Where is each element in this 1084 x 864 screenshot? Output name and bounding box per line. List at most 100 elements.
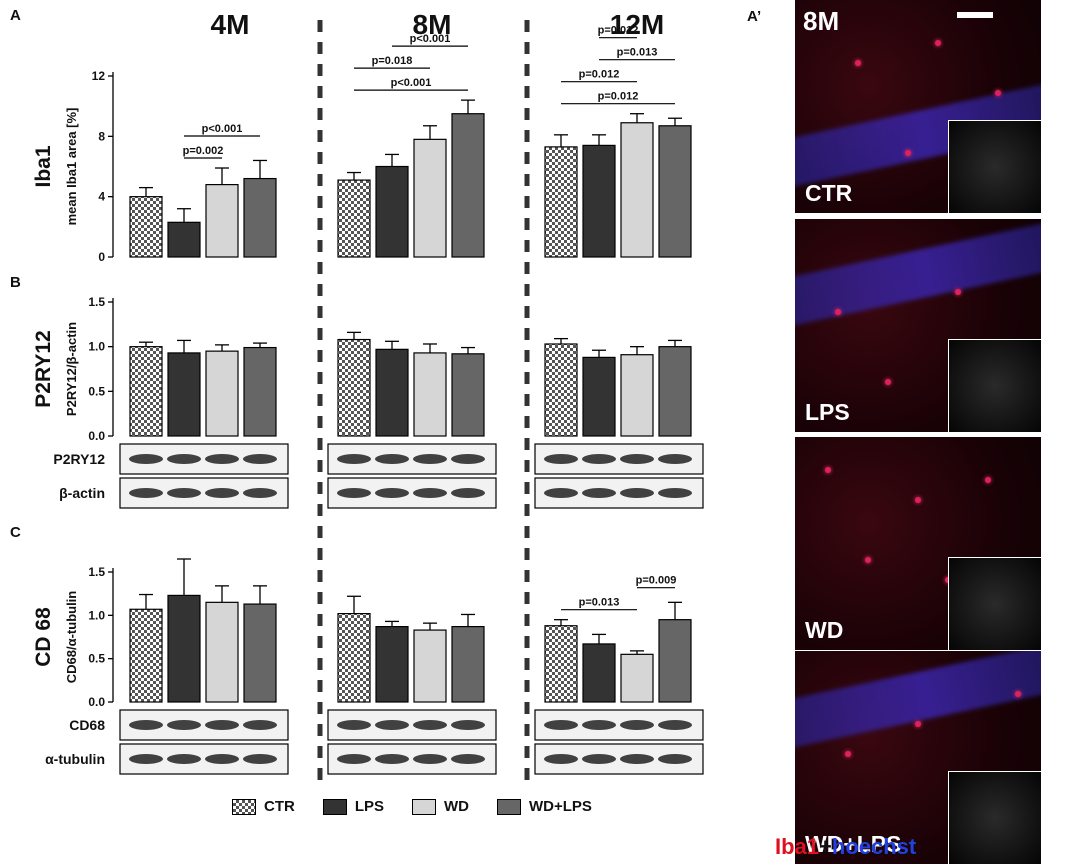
blot-band bbox=[337, 720, 371, 730]
blot-band bbox=[129, 754, 163, 764]
blot-band bbox=[337, 488, 371, 498]
blot-band bbox=[243, 754, 277, 764]
bar-c-wd-lps-8m bbox=[451, 625, 485, 703]
blot-band bbox=[620, 720, 654, 730]
y-tick-label-c: 0.0 bbox=[88, 695, 105, 709]
legend-item-lps: LPS bbox=[322, 798, 384, 815]
micrograph-ctr: 8M CTR bbox=[795, 0, 1041, 213]
significance-label: p=0.012 bbox=[598, 25, 639, 37]
blot-band bbox=[582, 720, 616, 730]
micrograph-wdlps: WD+LPS bbox=[795, 651, 1041, 864]
stain-caption: Iba1+hoechst bbox=[775, 834, 916, 860]
blot-band bbox=[620, 454, 654, 464]
timepoint-header-4m: 4M bbox=[211, 9, 250, 40]
y-axis-title-c: CD68/α-tubulin bbox=[64, 591, 79, 684]
micrograph-inset bbox=[948, 557, 1041, 650]
bar-b-lps-4m bbox=[167, 352, 201, 437]
y-tick-label-a: 12 bbox=[92, 69, 106, 83]
significance-label: p<0.001 bbox=[202, 123, 243, 135]
panel-label-b: B bbox=[10, 274, 21, 291]
blot-band bbox=[167, 754, 201, 764]
scale-bar bbox=[957, 12, 993, 18]
y-tick-label-a: 0 bbox=[98, 250, 105, 264]
blot-band bbox=[413, 454, 447, 464]
blot-band bbox=[243, 720, 277, 730]
blot-band bbox=[658, 488, 692, 498]
blot-band bbox=[544, 754, 578, 764]
panel-label-a: A bbox=[10, 7, 21, 24]
blot-band bbox=[375, 488, 409, 498]
caption-iba1: Iba1 bbox=[775, 834, 820, 859]
blot-band bbox=[167, 720, 201, 730]
microscopy-panel: 8M CTR LPS WD WD+LPS bbox=[795, 0, 1084, 864]
y-axis-title-b: P2RY12/β-actin bbox=[64, 322, 79, 416]
legend-item-wd: WD bbox=[412, 798, 469, 815]
blot-band bbox=[129, 720, 163, 730]
blot-band bbox=[375, 754, 409, 764]
blot-band bbox=[205, 754, 239, 764]
significance-label: p=0.018 bbox=[372, 55, 413, 67]
blot-band bbox=[658, 720, 692, 730]
y-tick-label-b: 0.5 bbox=[88, 384, 105, 398]
micrograph-wd: WD bbox=[795, 437, 1041, 650]
blot-band bbox=[620, 754, 654, 764]
blot-band bbox=[167, 488, 201, 498]
significance-label: p=0.013 bbox=[617, 47, 658, 59]
y-tick-label-a: 8 bbox=[98, 129, 105, 143]
blot-band bbox=[243, 488, 277, 498]
bar-a-ctr-4m bbox=[129, 196, 163, 258]
micrograph-label-wdlps: WD+LPS bbox=[805, 831, 902, 857]
bar-a-ctr-12m bbox=[544, 146, 578, 258]
blot-band bbox=[337, 454, 371, 464]
bar-a-wd-lps-12m bbox=[658, 125, 692, 258]
bar-c-wd-lps-12m bbox=[658, 619, 692, 703]
micrograph-age-label: 8M bbox=[803, 6, 840, 36]
significance-label: p=0.012 bbox=[579, 69, 620, 81]
micrograph-lps: LPS bbox=[795, 219, 1041, 432]
legend-swatch-wd bbox=[412, 798, 437, 815]
bar-a-wd-12m bbox=[620, 122, 654, 258]
bar-b-wd-8m bbox=[413, 352, 447, 437]
blot-band bbox=[451, 488, 485, 498]
timepoint-header-8m: 8M bbox=[413, 9, 452, 40]
blot-label-c: CD68 bbox=[69, 717, 105, 733]
blot-band bbox=[129, 454, 163, 464]
bar-a-wd-lps-4m bbox=[243, 177, 277, 258]
bar-a-lps-4m bbox=[167, 221, 201, 258]
y-tick-label-c: 1.5 bbox=[88, 565, 105, 579]
blot-band bbox=[413, 488, 447, 498]
side-label-a: Iba1 bbox=[32, 145, 55, 187]
blot-band bbox=[544, 454, 578, 464]
legend: CTR LPS WD WD+LPS bbox=[232, 798, 592, 815]
caption-hoechst: hoechst bbox=[831, 834, 917, 859]
blot-band bbox=[582, 754, 616, 764]
blot-band bbox=[243, 454, 277, 464]
y-tick-label-c: 0.5 bbox=[88, 652, 105, 666]
timepoint-header-12m: 12M bbox=[610, 9, 664, 40]
bar-c-ctr-12m bbox=[544, 625, 578, 703]
y-tick-label-a: 4 bbox=[98, 190, 105, 204]
blot-label-c: α-tubulin bbox=[45, 751, 105, 767]
blot-band bbox=[375, 454, 409, 464]
legend-item-ctr: CTR bbox=[232, 798, 295, 815]
legend-label-wdlps: WD+LPS bbox=[529, 798, 592, 815]
bar-c-ctr-8m bbox=[337, 612, 371, 703]
legend-label-ctr: CTR bbox=[264, 798, 295, 815]
significance-label: p<0.001 bbox=[391, 77, 432, 89]
blot-band bbox=[451, 454, 485, 464]
blot-band bbox=[544, 720, 578, 730]
significance-label: p=0.002 bbox=[183, 145, 224, 157]
y-tick-label-b: 0.0 bbox=[88, 429, 105, 443]
bar-a-lps-12m bbox=[582, 144, 616, 258]
micrograph-label-ctr: CTR bbox=[805, 180, 853, 206]
bar-c-lps-8m bbox=[375, 625, 409, 703]
micrograph-inset bbox=[948, 120, 1041, 213]
legend-item-wdlps: WD+LPS bbox=[497, 798, 592, 815]
blot-band bbox=[413, 720, 447, 730]
bar-b-wd-12m bbox=[620, 354, 654, 437]
significance-label: p=0.009 bbox=[636, 575, 677, 587]
bar-b-wd-lps-8m bbox=[451, 353, 485, 437]
bar-b-lps-12m bbox=[582, 356, 616, 437]
bar-b-wd-lps-12m bbox=[658, 346, 692, 437]
